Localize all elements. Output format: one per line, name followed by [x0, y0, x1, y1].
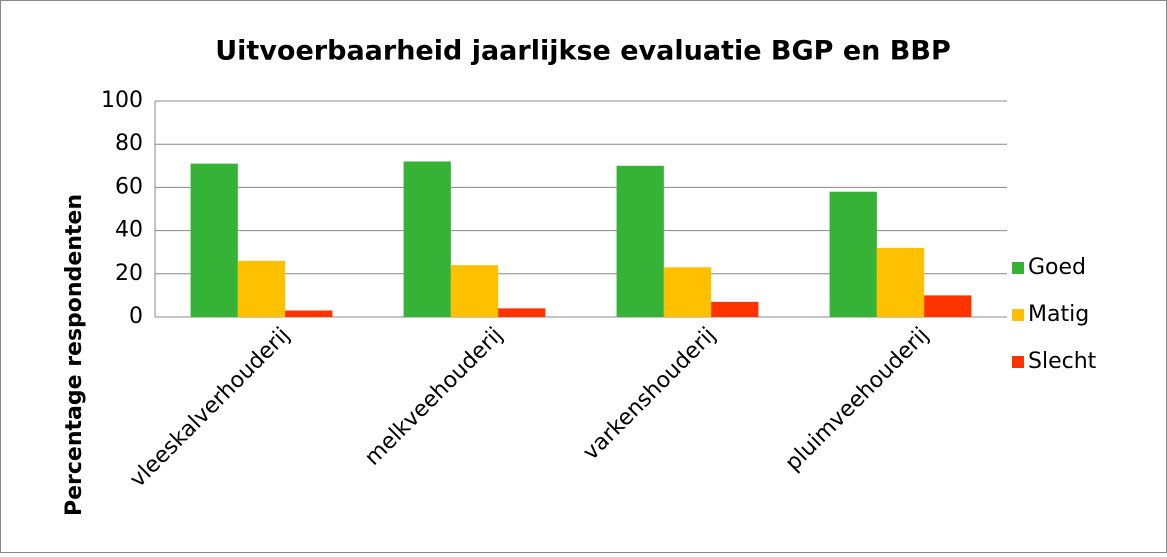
y-axis-title: Percentage respondenten: [62, 194, 87, 516]
bar: [924, 295, 972, 317]
bar: [711, 301, 759, 317]
bar: [616, 165, 664, 317]
bar: [285, 310, 333, 317]
legend-swatch: [1012, 309, 1024, 321]
y-tick-label: 100: [101, 88, 143, 113]
bar: [498, 308, 546, 317]
y-tick-label: 0: [129, 304, 143, 329]
legend-swatch: [1012, 356, 1024, 368]
y-tick-label: 60: [115, 174, 143, 199]
bar: [829, 191, 877, 317]
bar: [237, 260, 286, 317]
y-tick-label: 40: [115, 218, 143, 243]
bar: [663, 267, 712, 317]
bar: [876, 247, 925, 317]
y-tick-label: 20: [115, 261, 143, 286]
legend-label: Matig: [1028, 302, 1089, 327]
bar: [190, 163, 238, 317]
bar: [403, 161, 451, 317]
legend-label: Goed: [1028, 255, 1086, 280]
legend-label: Slecht: [1028, 349, 1097, 374]
legend-swatch: [1012, 262, 1024, 274]
chart-title: Uitvoerbaarheid jaarlijkse evaluatie BGP…: [215, 36, 951, 67]
y-tick-label: 80: [115, 131, 143, 156]
bar: [450, 265, 499, 317]
